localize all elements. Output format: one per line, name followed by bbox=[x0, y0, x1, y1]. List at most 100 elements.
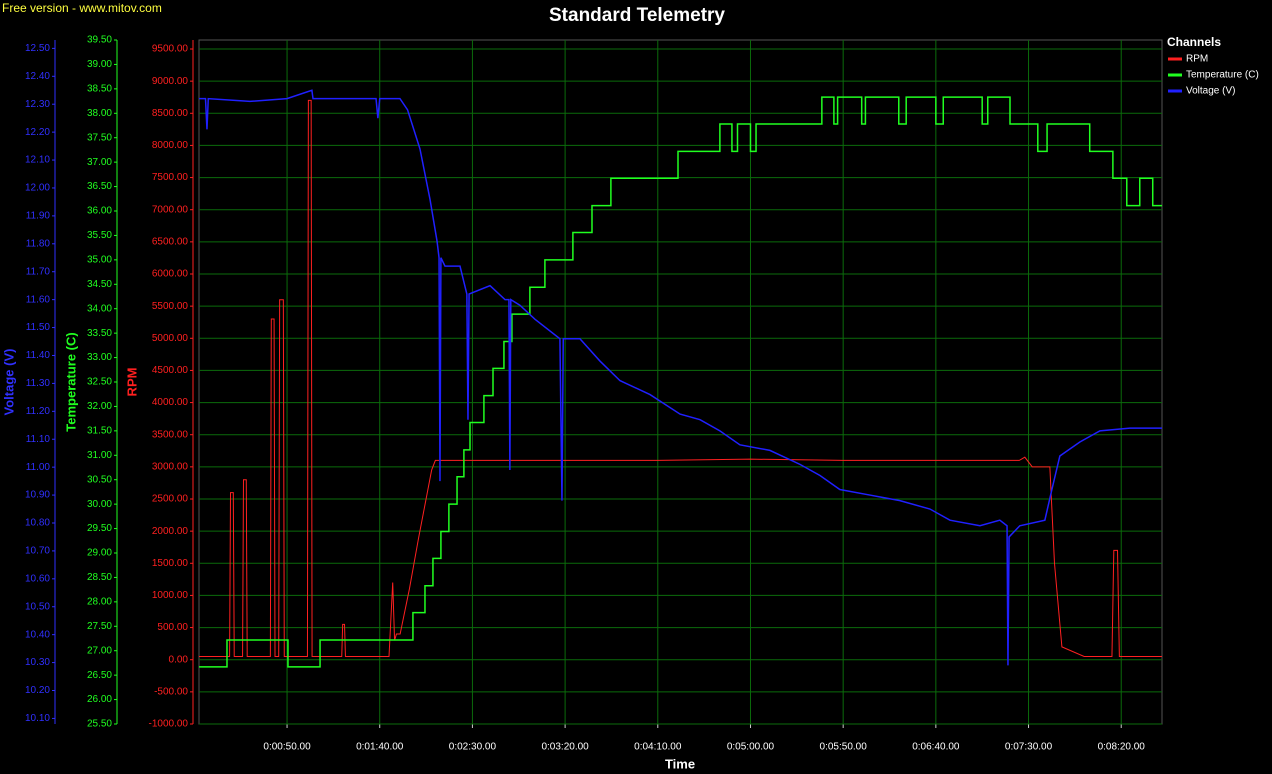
series-line bbox=[199, 96, 1162, 668]
y-tick-label: 500.00 bbox=[157, 622, 188, 633]
y2-tick-label: 38.00 bbox=[87, 108, 112, 119]
y3-tick-label: 11.90 bbox=[26, 211, 51, 222]
y-tick-label: 8000.00 bbox=[152, 140, 189, 151]
y-tick-label: 4500.00 bbox=[152, 365, 189, 376]
y2-tick-label: 34.00 bbox=[87, 303, 112, 314]
y2-tick-label: 34.50 bbox=[87, 279, 112, 290]
y2-tick-label: 35.50 bbox=[87, 230, 112, 241]
y2-tick-label: 26.00 bbox=[87, 694, 112, 705]
y3-tick-label: 12.20 bbox=[25, 127, 50, 138]
y-tick-label: 9000.00 bbox=[152, 76, 189, 87]
x-tick-label: 0:06:40.00 bbox=[912, 742, 960, 753]
y2-tick-label: 30.00 bbox=[87, 499, 112, 510]
y3-tick-label: 12.30 bbox=[25, 99, 50, 110]
y-tick-label: -1000.00 bbox=[149, 719, 189, 730]
y2-axis-title: Temperature (C) bbox=[63, 332, 78, 431]
legend-label: Temperature (C) bbox=[1186, 70, 1259, 81]
x-tick-label: 0:05:50.00 bbox=[820, 742, 868, 753]
series-line bbox=[199, 89, 1162, 666]
y2-tick-label: 36.00 bbox=[87, 206, 112, 217]
chart-title: Standard Telemetry bbox=[549, 5, 725, 26]
y2-tick-label: 33.00 bbox=[87, 352, 112, 363]
y3-tick-label: 11.30 bbox=[26, 378, 51, 389]
y-tick-label: 9500.00 bbox=[152, 44, 189, 55]
y2-tick-label: 29.50 bbox=[87, 523, 112, 534]
x-tick-label: 0:03:20.00 bbox=[541, 742, 589, 753]
y-tick-label: 6500.00 bbox=[152, 236, 189, 247]
y3-tick-label: 11.50 bbox=[26, 322, 51, 333]
y2-tick-label: 27.00 bbox=[87, 645, 112, 656]
y2-tick-label: 35.00 bbox=[87, 254, 112, 265]
x-tick-label: 0:00:50.00 bbox=[263, 742, 311, 753]
y2-tick-label: 27.50 bbox=[87, 621, 112, 632]
y-tick-label: 8500.00 bbox=[152, 108, 189, 119]
y2-tick-label: 39.50 bbox=[87, 35, 112, 46]
y2-tick-label: 28.00 bbox=[87, 596, 112, 607]
y3-tick-label: 10.70 bbox=[25, 546, 50, 557]
y3-tick-label: 10.30 bbox=[25, 657, 50, 668]
y2-tick-label: 31.00 bbox=[87, 450, 112, 461]
y2-tick-label: 32.00 bbox=[87, 401, 112, 412]
legend-title: Channels bbox=[1167, 35, 1221, 49]
x-tick-label: 0:01:40.00 bbox=[356, 742, 404, 753]
y2-tick-label: 33.50 bbox=[87, 328, 112, 339]
y3-tick-label: 11.00 bbox=[26, 462, 51, 473]
y3-tick-label: 12.10 bbox=[25, 155, 50, 166]
y3-tick-label: 10.50 bbox=[25, 601, 50, 612]
y3-tick-label: 11.70 bbox=[26, 266, 51, 277]
y3-tick-label: 11.40 bbox=[26, 350, 51, 361]
y2-tick-label: 31.50 bbox=[87, 425, 112, 436]
y-tick-label: 7500.00 bbox=[152, 172, 189, 183]
x-tick-label: 0:05:00.00 bbox=[727, 742, 775, 753]
watermark: Free version - www.mitov.com bbox=[2, 1, 162, 15]
y-tick-label: 3000.00 bbox=[152, 461, 189, 472]
y3-tick-label: 10.40 bbox=[25, 629, 50, 640]
y3-tick-label: 12.00 bbox=[25, 183, 50, 194]
y3-tick-label: 10.10 bbox=[25, 713, 50, 724]
y-tick-label: 1000.00 bbox=[152, 590, 189, 601]
y-axis-title: RPM bbox=[124, 368, 139, 397]
x-tick-label: 0:08:20.00 bbox=[1098, 742, 1146, 753]
y2-tick-label: 39.00 bbox=[87, 59, 112, 70]
y2-tick-label: 26.50 bbox=[87, 670, 112, 681]
legend-label: Voltage (V) bbox=[1186, 86, 1235, 97]
y3-tick-label: 11.10 bbox=[26, 434, 51, 445]
y-tick-label: -500.00 bbox=[154, 686, 188, 697]
y3-tick-label: 11.80 bbox=[26, 238, 51, 249]
y3-tick-label: 10.80 bbox=[25, 518, 50, 529]
y2-tick-label: 30.50 bbox=[87, 474, 112, 485]
y3-tick-label: 10.60 bbox=[25, 573, 50, 584]
y-tick-label: 0.00 bbox=[169, 654, 189, 665]
y2-tick-label: 38.50 bbox=[87, 83, 112, 94]
x-tick-label: 0:04:10.00 bbox=[634, 742, 682, 753]
y3-tick-label: 10.90 bbox=[25, 490, 50, 501]
y-tick-label: 2500.00 bbox=[152, 494, 189, 505]
y2-tick-label: 28.50 bbox=[87, 572, 112, 583]
y3-tick-label: 12.40 bbox=[25, 71, 50, 82]
y-tick-label: 1500.00 bbox=[152, 558, 189, 569]
y3-tick-label: 11.60 bbox=[26, 294, 51, 305]
y-tick-label: 5000.00 bbox=[152, 333, 189, 344]
x-tick-label: 0:02:30.00 bbox=[449, 742, 497, 753]
y-tick-label: 5500.00 bbox=[152, 301, 189, 312]
y2-tick-label: 29.00 bbox=[87, 548, 112, 559]
x-axis-title: Time bbox=[665, 756, 695, 771]
y2-tick-label: 36.50 bbox=[87, 181, 112, 192]
y2-tick-label: 32.50 bbox=[87, 377, 112, 388]
y2-tick-label: 37.00 bbox=[87, 157, 112, 168]
y3-tick-label: 12.50 bbox=[25, 43, 50, 54]
y3-tick-label: 11.20 bbox=[26, 406, 51, 417]
x-tick-label: 0:07:30.00 bbox=[1005, 742, 1053, 753]
y-tick-label: 6000.00 bbox=[152, 269, 189, 280]
y-tick-label: 3500.00 bbox=[152, 429, 189, 440]
y3-axis-title: Voltage (V) bbox=[1, 349, 16, 416]
y-tick-label: 2000.00 bbox=[152, 526, 189, 537]
y-tick-label: 4000.00 bbox=[152, 397, 189, 408]
y-tick-label: 7000.00 bbox=[152, 204, 189, 215]
y3-tick-label: 10.20 bbox=[25, 685, 50, 696]
y2-tick-label: 37.50 bbox=[87, 132, 112, 143]
legend-label: RPM bbox=[1186, 54, 1208, 65]
